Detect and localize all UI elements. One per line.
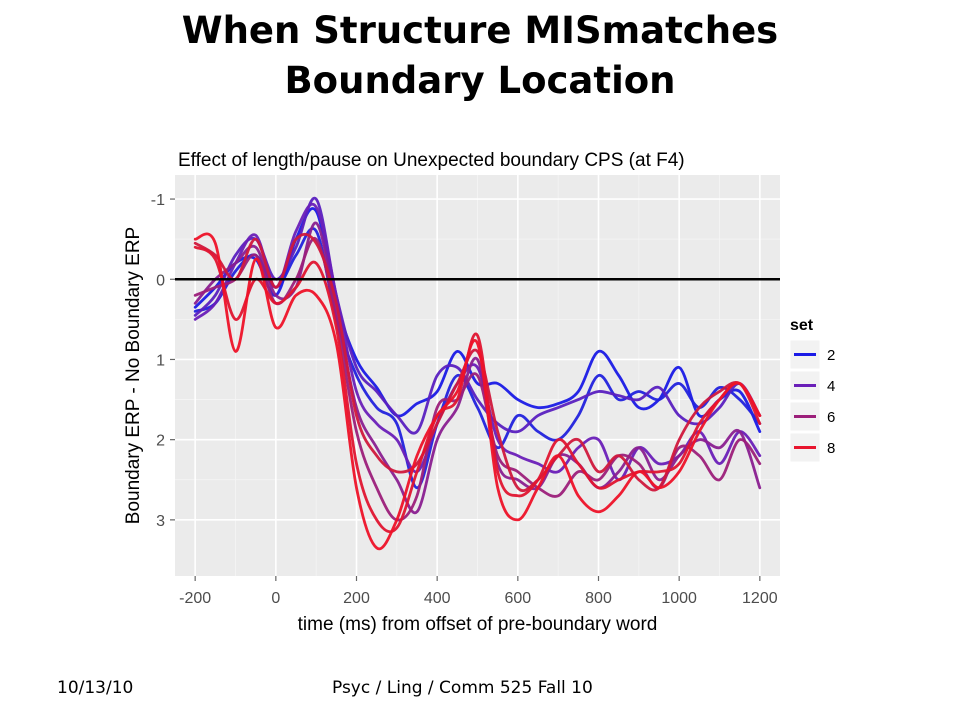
legend-entry-label: 6 [827, 409, 835, 426]
series-line-set-4-3 [193, 203, 762, 482]
y-tick-label: -1 [151, 192, 165, 209]
footer-date: 10/13/10 [57, 678, 134, 698]
series-line-set-8-6 [193, 232, 762, 493]
legend-title: set [790, 317, 814, 334]
slide-title-line1: When Structure MISmatches [181, 9, 779, 52]
y-tick-label: 3 [156, 513, 165, 530]
y-tick-label: 1 [156, 352, 165, 369]
x-tick-label: 0 [271, 590, 280, 607]
chart-title: Effect of length/pause on Unexpected bou… [178, 150, 685, 171]
y-tick-label: 2 [156, 433, 165, 450]
x-tick-label: 200 [343, 590, 370, 607]
x-tick-label: 400 [424, 590, 451, 607]
series-line-set-4-2 [193, 196, 762, 435]
series-line-set-8-8 [193, 232, 762, 551]
x-tick-label: -200 [179, 590, 211, 607]
footer-course: Psyc / Ling / Comm 525 Fall 10 [332, 678, 593, 698]
legend-entry-label: 8 [827, 440, 835, 457]
legend-entry-label: 2 [827, 347, 835, 364]
slide-title: When Structure MISmatches Boundary Locat… [0, 6, 960, 106]
y-axis-label: Boundary ERP - No Boundary ERP [123, 227, 144, 524]
x-tick-label: 1200 [742, 590, 778, 607]
series-line-set-8-7 [193, 245, 762, 534]
legend-entry-label: 4 [827, 378, 835, 395]
x-tick-label: 1000 [661, 590, 697, 607]
series-line-set-2-1 [193, 227, 762, 490]
x-tick-label: 800 [585, 590, 612, 607]
x-tick-label: 600 [504, 590, 531, 607]
slide-title-line2: Boundary Location [284, 59, 676, 102]
y-tick-label: 0 [156, 272, 165, 289]
x-axis-label: time (ms) from offset of pre-boundary wo… [298, 614, 658, 635]
